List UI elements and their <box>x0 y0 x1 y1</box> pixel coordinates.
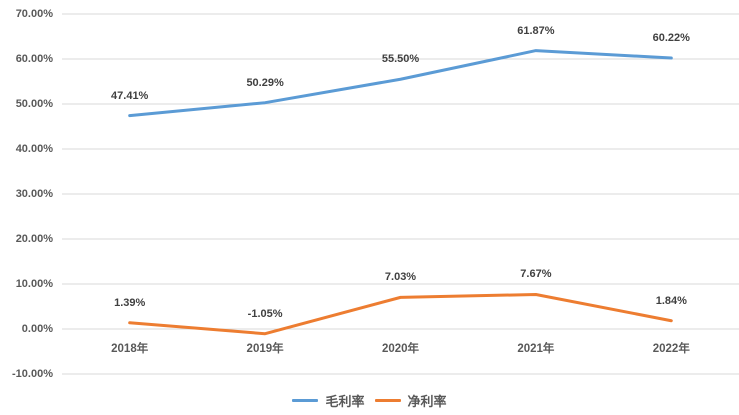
y-axis-tick-label: 20.00% <box>15 233 53 245</box>
legend-line-swatch <box>374 398 401 402</box>
data-label: -1.05% <box>247 307 283 320</box>
x-axis-label: 2022年 <box>652 343 690 355</box>
x-axis-label: 2021年 <box>517 343 555 355</box>
legend-line-swatch <box>292 398 319 402</box>
data-label: 47.41% <box>111 89 149 102</box>
y-axis-tick-label: 70.00% <box>15 8 53 20</box>
legend-label: 毛利率 <box>325 393 365 409</box>
y-axis-tick-label: 40.00% <box>15 143 53 155</box>
x-axis-label: 2018年 <box>111 343 149 355</box>
legend: 毛利率 净利率 <box>0 391 739 409</box>
net-margin-line <box>128 292 673 336</box>
data-label: 61.87% <box>517 24 555 37</box>
y-axis-tick-label: 60.00% <box>15 53 53 65</box>
y-axis-tick-label: 50.00% <box>15 98 53 110</box>
legend-item-gross-margin: 毛利率 <box>292 391 365 410</box>
data-label: 1.39% <box>114 296 146 309</box>
x-axis-label: 2019年 <box>246 343 284 355</box>
x-axis-label: 2020年 <box>381 343 420 355</box>
data-label: 7.67% <box>520 268 552 281</box>
y-axis-tick-label: -10.00% <box>12 368 53 380</box>
data-label: 60.22% <box>652 32 690 44</box>
y-axis-tick-label: 0.00% <box>21 323 53 335</box>
data-label: 50.29% <box>246 76 284 89</box>
gross-margin-line <box>128 49 673 118</box>
legend-item-net-margin: 净利率 <box>374 391 447 410</box>
legend-label: 净利率 <box>407 393 447 409</box>
data-label: 1.84% <box>655 294 687 307</box>
y-axis-tick-label: 10.00% <box>15 278 53 290</box>
data-label: 7.03% <box>384 271 417 284</box>
y-axis-tick-label: 30.00% <box>15 188 53 200</box>
data-label: 55.50% <box>381 53 420 66</box>
